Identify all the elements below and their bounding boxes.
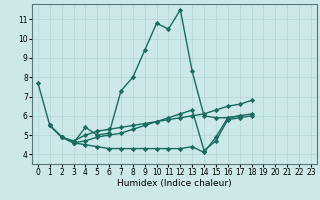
- X-axis label: Humidex (Indice chaleur): Humidex (Indice chaleur): [117, 179, 232, 188]
